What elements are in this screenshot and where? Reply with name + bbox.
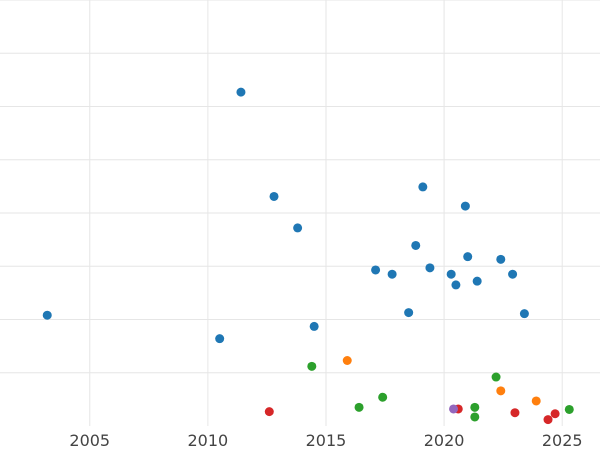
data-point-s0-7 — [387, 269, 397, 279]
data-point-s2-5 — [491, 372, 501, 382]
x-tick-label-0: 2005 — [69, 431, 110, 450]
data-point-s0-12 — [446, 269, 456, 279]
points-layer — [42, 87, 574, 425]
data-point-s0-0 — [42, 310, 52, 320]
data-point-s1-0 — [342, 356, 352, 366]
x-tick-label-2: 2015 — [306, 431, 347, 450]
data-point-s3-0 — [264, 407, 274, 417]
data-point-s0-9 — [411, 240, 421, 250]
data-point-s0-5 — [309, 321, 319, 331]
data-point-s0-2 — [236, 87, 246, 97]
data-point-s2-3 — [470, 402, 480, 412]
data-point-s0-19 — [519, 309, 529, 319]
data-point-s0-10 — [418, 182, 428, 192]
x-tick-label-3: 2020 — [424, 431, 465, 450]
data-point-s0-14 — [460, 201, 470, 211]
x-tick-label-4: 2025 — [542, 431, 583, 450]
data-point-s2-6 — [564, 404, 574, 414]
data-point-s0-11 — [425, 263, 435, 273]
data-point-s0-3 — [269, 191, 279, 201]
data-point-s0-13 — [451, 280, 461, 290]
data-point-s3-3 — [543, 415, 553, 425]
data-point-s1-1 — [496, 386, 506, 396]
data-point-s0-8 — [404, 308, 414, 318]
data-point-s2-2 — [378, 392, 388, 402]
data-point-s4-0 — [449, 404, 459, 414]
data-point-s0-18 — [508, 269, 518, 279]
data-point-s1-2 — [531, 396, 541, 406]
data-point-s0-1 — [215, 334, 225, 344]
data-point-s2-1 — [354, 402, 364, 412]
data-point-s3-2 — [510, 408, 520, 418]
data-point-s0-6 — [371, 265, 381, 275]
grid-layer — [0, 0, 600, 426]
x-tick-label-1: 2010 — [188, 431, 229, 450]
data-point-s2-4 — [470, 412, 480, 422]
data-point-s0-16 — [472, 276, 482, 286]
data-point-s0-17 — [496, 254, 506, 264]
data-point-s3-4 — [550, 409, 560, 419]
data-point-s0-4 — [293, 223, 303, 233]
x-tick-labels: 2005 2010 2015 2020 2025 — [69, 431, 582, 450]
data-point-s2-0 — [307, 361, 317, 371]
data-point-s0-15 — [463, 252, 473, 262]
